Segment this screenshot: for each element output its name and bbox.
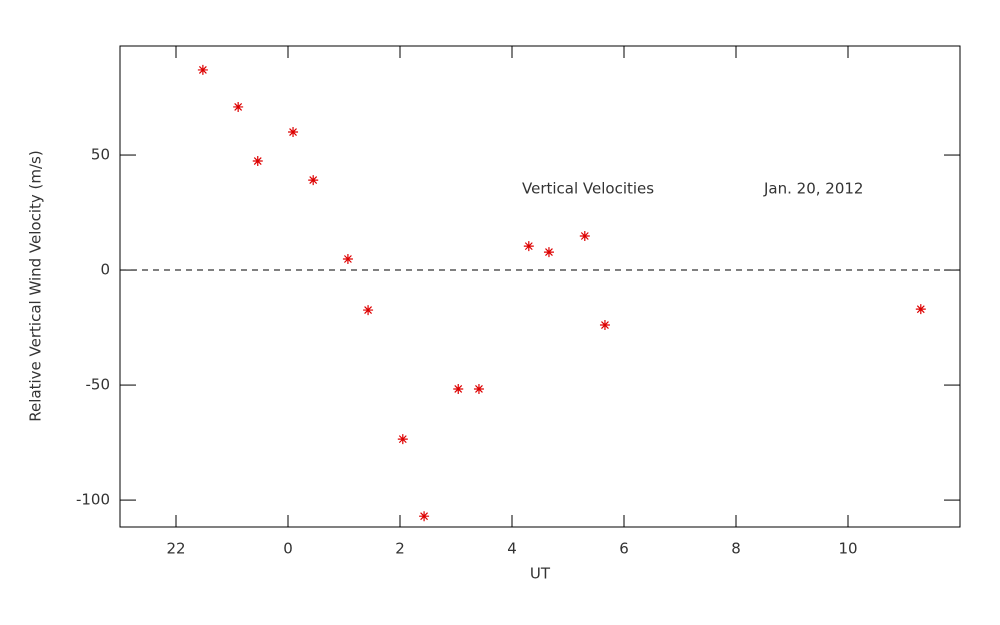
annotation: Jan. 20, 2012 (763, 180, 863, 198)
x-axis-label: UT (530, 565, 551, 583)
x-tick-label: 2 (395, 540, 405, 558)
point (288, 127, 299, 138)
y-tick-label: -100 (76, 491, 110, 509)
y-tick-label: -50 (86, 376, 111, 394)
y-axis-label: Relative Vertical Wind Velocity (m/s) (27, 150, 45, 421)
point (363, 305, 374, 316)
x-tick-label: 6 (619, 540, 629, 558)
point (342, 254, 353, 265)
y-tick-label: 50 (91, 146, 110, 164)
point (252, 156, 263, 167)
point (579, 231, 590, 242)
x-tick-label: 4 (507, 540, 517, 558)
point (599, 320, 610, 331)
plot-frame (119, 45, 961, 528)
y-tick-label: 0 (100, 261, 110, 279)
x-tick-label: 8 (731, 540, 741, 558)
x-tick-label: 0 (283, 540, 293, 558)
point (233, 101, 244, 112)
point (197, 64, 208, 75)
point (453, 383, 464, 394)
point (473, 383, 484, 394)
x-tick-label: 10 (838, 540, 857, 558)
point (523, 241, 534, 252)
point (419, 511, 430, 522)
point (543, 247, 554, 258)
x-tick-label: 22 (166, 540, 185, 558)
point (308, 175, 319, 186)
annotation: Vertical Velocities (522, 180, 654, 198)
point (397, 434, 408, 445)
point (915, 304, 926, 315)
